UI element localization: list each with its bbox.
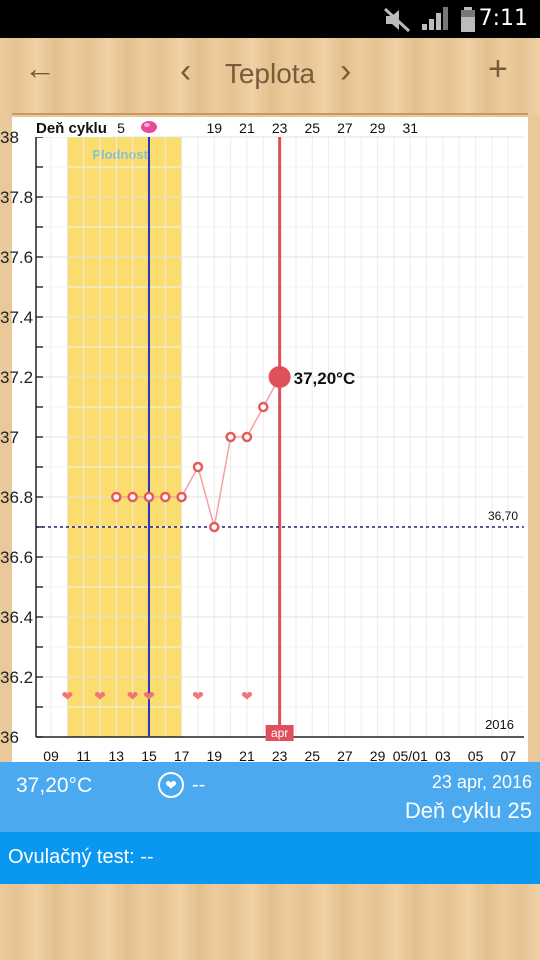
heart-icon: ❤ xyxy=(241,689,253,705)
y-tick-label: 36.6 xyxy=(0,548,33,567)
status-bar: 7:11 xyxy=(0,0,540,38)
toolbar-divider xyxy=(12,113,528,115)
x-tick-label: 03 xyxy=(435,748,451,762)
y-tick-label: 37.4 xyxy=(0,308,33,327)
selected-temperature-point xyxy=(268,366,291,388)
next-icon[interactable]: › xyxy=(340,52,352,90)
x-tick-label: 29 xyxy=(370,748,386,762)
heart-icon[interactable]: ❤ xyxy=(158,772,184,798)
x-tick-label: 13 xyxy=(109,748,125,762)
x-tick-label: 23 xyxy=(272,748,288,762)
y-tick-label: 38 xyxy=(0,128,19,147)
top-tick-label: 21 xyxy=(239,120,255,136)
back-icon[interactable]: ← xyxy=(24,50,56,86)
selected-value-label: 37,20°C xyxy=(294,369,356,388)
temperature-point xyxy=(143,491,155,503)
page-title: Teplota xyxy=(224,58,316,89)
x-tick-label: 27 xyxy=(337,748,353,762)
temperature-value: 37,20°C xyxy=(16,774,93,797)
app-toolbar: ← ‹ Teplota › + xyxy=(0,38,540,115)
ovulation-icon-highlight xyxy=(143,123,150,127)
ovulation-test-label: Ovulačný test: -- xyxy=(8,846,154,868)
ovulation-test-row[interactable]: Ovulačný test: -- xyxy=(0,832,540,884)
heart-icon: ❤ xyxy=(143,689,155,705)
signal-icon xyxy=(422,7,448,30)
y-tick-label: 37.2 xyxy=(0,368,33,387)
heart-icon: ❤ xyxy=(192,689,204,705)
y-tick-label: 37.8 xyxy=(0,188,33,207)
y-tick-label: 36.2 xyxy=(0,668,33,687)
top-axis-label: Deň cyklu xyxy=(36,120,107,137)
ovulation-icon xyxy=(140,121,157,133)
x-tick-label: 21 xyxy=(239,748,255,762)
temperature-point xyxy=(160,491,171,503)
month-marker-bg xyxy=(265,725,294,741)
x-tick-label: 07 xyxy=(500,748,516,762)
y-tick-label: 37 xyxy=(0,428,19,447)
clock: 7:11 xyxy=(478,6,528,31)
fertile-label: Plodnosť xyxy=(92,147,150,162)
y-tick-label: 36.8 xyxy=(0,488,33,507)
top-axis-label-bg xyxy=(36,117,112,137)
month-marker-label: apr xyxy=(271,726,288,740)
top-tick-label: 29 xyxy=(370,120,386,136)
temperature-point xyxy=(176,491,187,503)
top-tick-label: 23 xyxy=(272,120,288,136)
x-tick-label: 19 xyxy=(207,748,223,762)
temperature-chart[interactable]: Plodnosť 36 36.2 36.4 36.6 36.8 37 37.2 37.4 37.6… xyxy=(0,117,540,762)
x-tick-label: 17 xyxy=(174,748,190,762)
x-tick-label: 05/01 xyxy=(393,748,428,762)
date-label: 23 apr, 2016 xyxy=(431,772,532,792)
y-tick-label: 36 xyxy=(0,728,19,747)
top-tick-label: 19 xyxy=(207,120,223,136)
x-tick-label: 25 xyxy=(304,748,320,762)
y-tick-label: 36.4 xyxy=(0,608,33,627)
top-tick-label: 25 xyxy=(304,120,320,136)
battery-icon xyxy=(461,7,475,32)
previous-icon[interactable]: ‹ xyxy=(180,52,192,90)
top-tick-label: 27 xyxy=(337,120,353,136)
x-tick-label: 09 xyxy=(43,748,59,762)
bottom-bar xyxy=(0,884,540,960)
temperature-point xyxy=(127,491,138,503)
heart-icon: ❤ xyxy=(127,689,139,705)
x-tick-label: 15 xyxy=(141,748,157,762)
cycle-day-label: Deň cyklu 25 xyxy=(404,798,532,823)
temperature-point xyxy=(111,491,122,503)
year-label: 2016 xyxy=(485,717,514,732)
temperature-point xyxy=(209,521,220,533)
x-tick-label: 05 xyxy=(468,748,484,762)
coverline-label: 36,70 xyxy=(488,509,518,523)
temperature-point xyxy=(192,461,204,473)
info-panel: 37,20°C ❤ -- 23 apr, 2016 Deň cyklu 25 xyxy=(0,762,540,832)
mute-icon xyxy=(383,7,411,33)
y-tick-label: 37.6 xyxy=(0,248,33,267)
x-tick-label: 11 xyxy=(76,748,91,762)
heart-icon: ❤ xyxy=(94,689,106,705)
top-tick-label: 5 xyxy=(117,120,125,136)
temperature-point xyxy=(241,431,253,443)
heart-value: -- xyxy=(192,774,206,796)
temperature-point xyxy=(225,431,236,443)
heart-icon: ❤ xyxy=(61,689,73,705)
top-tick-label: 31 xyxy=(402,120,418,136)
add-icon[interactable]: + xyxy=(488,50,508,88)
temperature-point xyxy=(258,401,269,413)
